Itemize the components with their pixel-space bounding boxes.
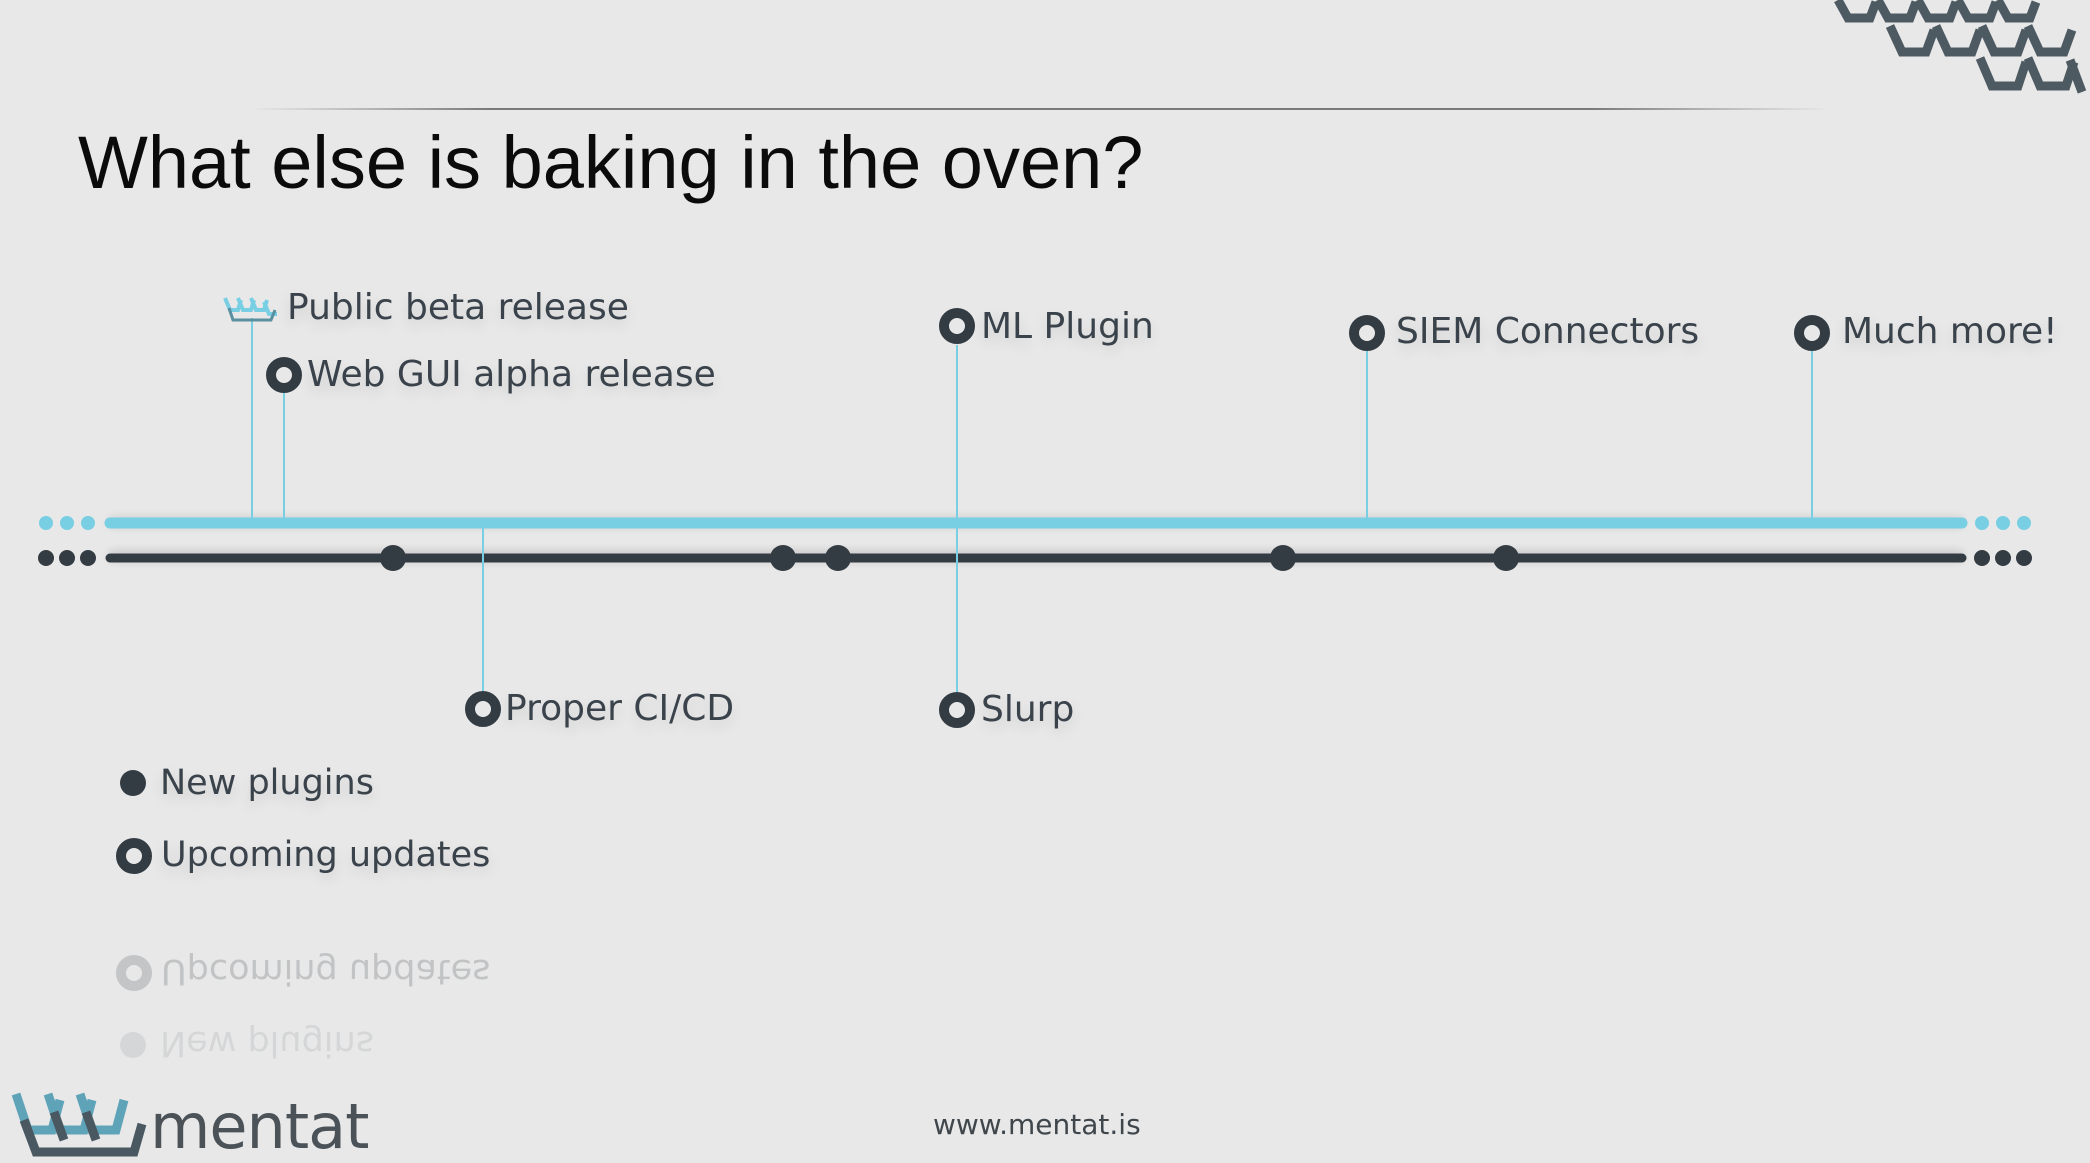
- ring-icon: [1794, 315, 1830, 351]
- milestone-label-siem-connectors: SIEM Connectors: [1396, 311, 1700, 352]
- track-end-dot: [1995, 550, 2011, 566]
- track-start-dot: [38, 550, 54, 566]
- milestone-label-proper-ci-cd: Proper CI/CD: [505, 688, 735, 729]
- milestone-label-slurp: Slurp: [981, 689, 1075, 730]
- reflection-dot: [120, 1032, 146, 1058]
- track-start-dot: [59, 550, 75, 566]
- ring-icon: [939, 692, 975, 728]
- track-start-dot: [80, 550, 96, 566]
- reflection-ring: [116, 955, 152, 991]
- page-title: What else is baking in the oven?: [78, 121, 1144, 204]
- corner-logo-decoration: [1834, 0, 2087, 94]
- footer-url[interactable]: www.mentat.is: [933, 1108, 1141, 1141]
- track-end-dot: [1975, 516, 1989, 530]
- legend-new-plugins: New plugins: [160, 763, 374, 803]
- track-start-dot: [60, 516, 74, 530]
- ring-icon: [939, 308, 975, 344]
- track-end-dot: [1974, 550, 1990, 566]
- track-end-dot: [2017, 516, 2031, 530]
- ring-icon: [266, 357, 302, 393]
- new-plugin-dot: [1270, 545, 1296, 571]
- track-end-dot: [2016, 550, 2032, 566]
- ring-icon: [116, 838, 152, 874]
- new-plugin-dot: [380, 545, 406, 571]
- milestone-label-much-more: Much more!: [1842, 311, 2058, 352]
- milestone-label-web-gui-alpha: Web GUI alpha release: [307, 354, 716, 395]
- legend-upcoming-updates: Upcoming updates: [161, 835, 491, 875]
- ring-icon: [1349, 315, 1385, 351]
- new-plugin-dot: [825, 545, 851, 571]
- legend-reflection-new: New plugins: [160, 1023, 374, 1063]
- new-plugin-dot: [1493, 545, 1519, 571]
- milestone-label-public-beta: Public beta release: [287, 287, 629, 328]
- track-start-dot: [39, 516, 53, 530]
- new-plugin-dot: [770, 545, 796, 571]
- brand-wordmark: mentat: [150, 1090, 369, 1163]
- ring-icon: [465, 691, 501, 727]
- track-end-dot: [1996, 516, 2010, 530]
- new-plugins-legend-dot: [120, 770, 146, 796]
- mentat-logo: [11, 1092, 147, 1157]
- legend-reflection-upcoming: Upcoming updates: [161, 951, 491, 991]
- mentat-logo-icon: [223, 297, 277, 322]
- track-start-dot: [81, 516, 95, 530]
- milestone-label-ml-plugin: ML Plugin: [981, 306, 1154, 347]
